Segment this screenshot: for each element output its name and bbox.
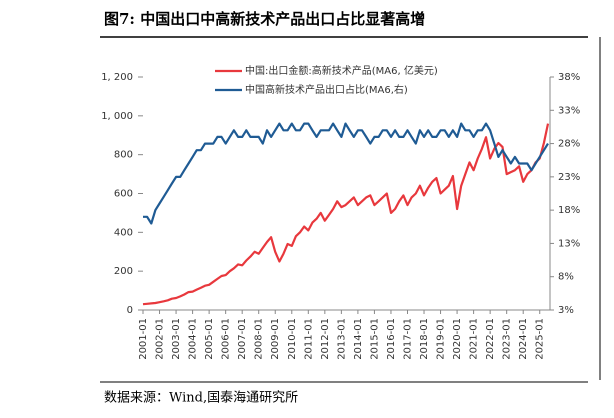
x-tick-label: 2023-01 — [502, 318, 513, 360]
y-tick-label: 0 — [127, 305, 133, 316]
x-tick-label: 2013-01 — [336, 318, 347, 360]
y2-tick-label: 33% — [558, 105, 580, 116]
y2-tick-label: 8% — [558, 272, 574, 283]
x-tick-label: 2002-01 — [155, 318, 166, 360]
x-tick-label: 2004-01 — [188, 318, 199, 360]
y-tick-label: 1, 000 — [101, 111, 133, 122]
x-tick-label: 2014-01 — [353, 318, 364, 360]
x-tick-label: 2001-01 — [138, 318, 149, 360]
chart-title: 图7: 中国出口中高新技术产品出口占比显著高增 — [104, 10, 425, 28]
x-tick-label: 2015-01 — [369, 318, 380, 360]
y-tick-label: 800 — [114, 150, 133, 161]
x-tick-label: 2010-01 — [287, 318, 298, 360]
x-tick-label: 2009-01 — [270, 318, 281, 360]
y2-tick-label: 23% — [558, 172, 580, 183]
x-tick-label: 2008-01 — [254, 318, 265, 360]
x-tick-label: 2018-01 — [419, 318, 430, 360]
x-tick-label: 2007-01 — [237, 318, 248, 360]
x-tick-label: 2003-01 — [171, 318, 182, 360]
y2-tick-label: 18% — [558, 205, 580, 216]
x-tick-label: 2019-01 — [436, 318, 447, 360]
y-tick-label: 400 — [114, 227, 133, 238]
x-tick-label: 2021-01 — [469, 318, 480, 360]
x-tick-label: 2020-01 — [452, 318, 463, 360]
y-tick-label: 600 — [114, 189, 133, 200]
x-tick-label: 2011-01 — [303, 318, 314, 360]
y-tick-label: 200 — [114, 266, 133, 277]
x-tick-label: 2012-01 — [320, 318, 331, 360]
y2-tick-label: 13% — [558, 238, 580, 249]
y-tick-label: 1, 200 — [101, 72, 133, 83]
x-tick-label: 2024-01 — [518, 318, 529, 360]
y2-tick-label: 3% — [558, 305, 574, 316]
x-tick-label: 2022-01 — [485, 318, 496, 360]
y2-tick-label: 28% — [558, 139, 580, 150]
source-note: 数据来源：Wind,国泰海通研究所 — [104, 391, 298, 406]
x-tick-label: 2016-01 — [386, 318, 397, 360]
legend-label: 中国高新技术产品出口占比(MA6,右) — [245, 83, 408, 96]
x-tick-label: 2017-01 — [402, 318, 413, 360]
y2-tick-label: 38% — [558, 72, 580, 83]
series-line — [142, 123, 550, 306]
x-tick-label: 2006-01 — [221, 318, 232, 360]
x-tick-label: 2005-01 — [204, 318, 215, 360]
series-line — [143, 122, 549, 225]
x-tick-label: 2025-01 — [535, 318, 546, 360]
legend-label: 中国:出口金额:高新技术产品(MA6, 亿美元) — [245, 64, 438, 77]
